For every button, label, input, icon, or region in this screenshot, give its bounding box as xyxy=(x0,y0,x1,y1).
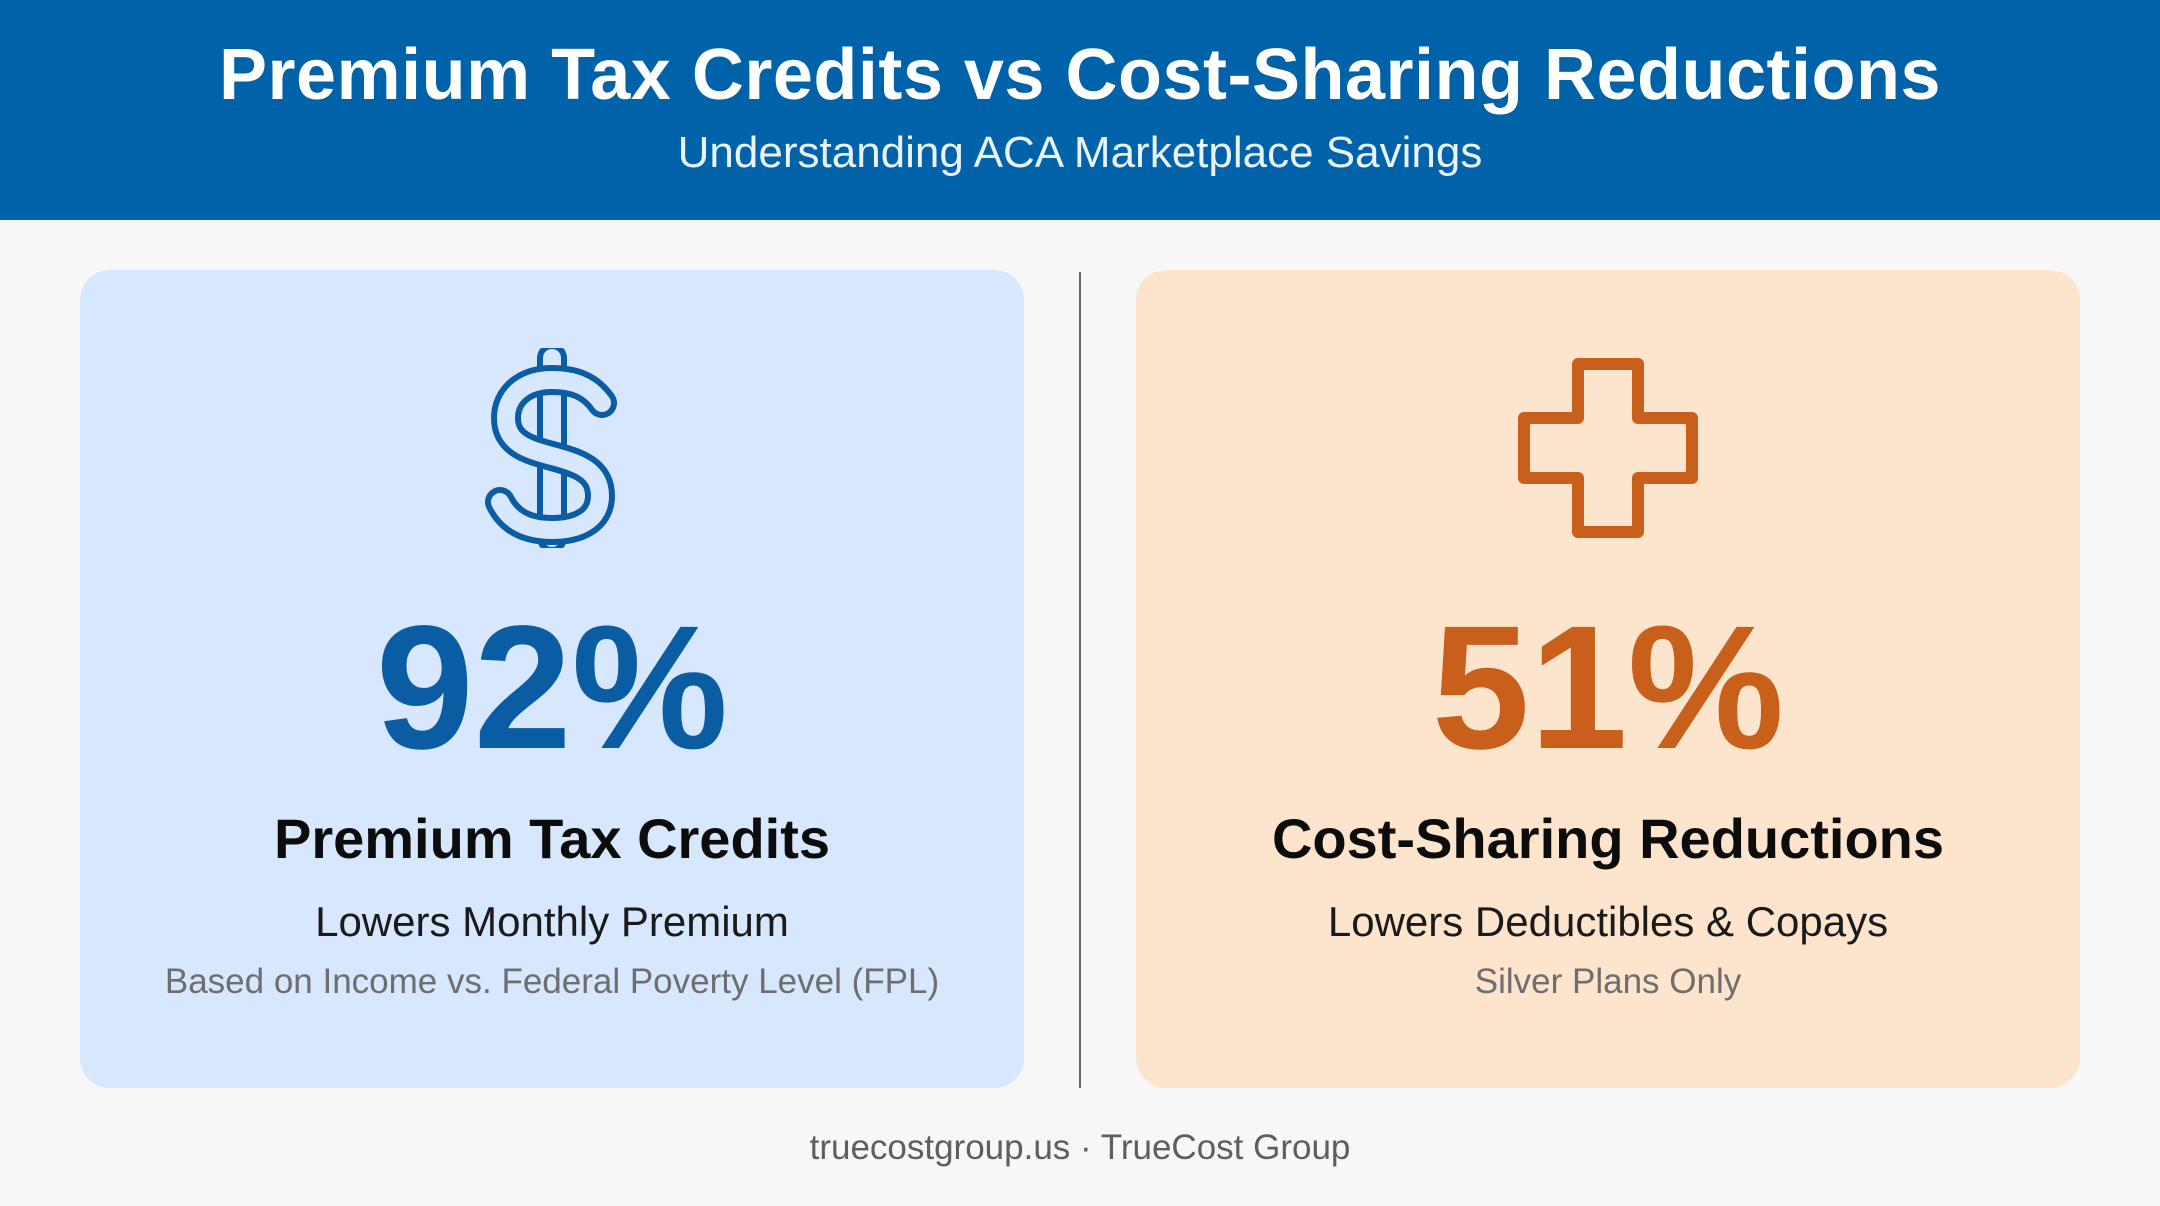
medical-cross-icon xyxy=(1136,348,2080,548)
cost-sharing-reductions-description: Lowers Deductibles & Copays xyxy=(1327,898,1889,945)
page-title: Premium Tax Credits vs Cost-Sharing Redu… xyxy=(218,35,1942,115)
center-divider xyxy=(1079,272,1081,1088)
premium-tax-credits-card: 92% Premium Tax Credits Lowers Monthly P… xyxy=(80,270,1024,1088)
premium-tax-credits-note: Based on Income vs. Federal Poverty Leve… xyxy=(164,962,940,1001)
premium-tax-credits-title: Premium Tax Credits xyxy=(273,807,831,870)
cost-sharing-reductions-title: Cost-Sharing Reductions xyxy=(1271,807,1945,870)
footer-credit: truecostgroup.us · TrueCost Group xyxy=(809,1128,1351,1167)
premium-tax-credits-stat: 92% xyxy=(375,590,729,786)
cost-sharing-reductions-card: 51% Cost-Sharing Reductions Lowers Deduc… xyxy=(1136,270,2080,1088)
premium-tax-credits-description: Lowers Monthly Premium xyxy=(315,898,789,945)
dollar-sign-icon xyxy=(80,348,1024,548)
header-banner: Premium Tax Credits vs Cost-Sharing Redu… xyxy=(0,0,2160,220)
cost-sharing-reductions-note: Silver Plans Only xyxy=(1474,962,1742,1001)
cost-sharing-reductions-stat: 51% xyxy=(1431,590,1785,786)
page-subtitle: Understanding ACA Marketplace Savings xyxy=(677,128,1483,177)
